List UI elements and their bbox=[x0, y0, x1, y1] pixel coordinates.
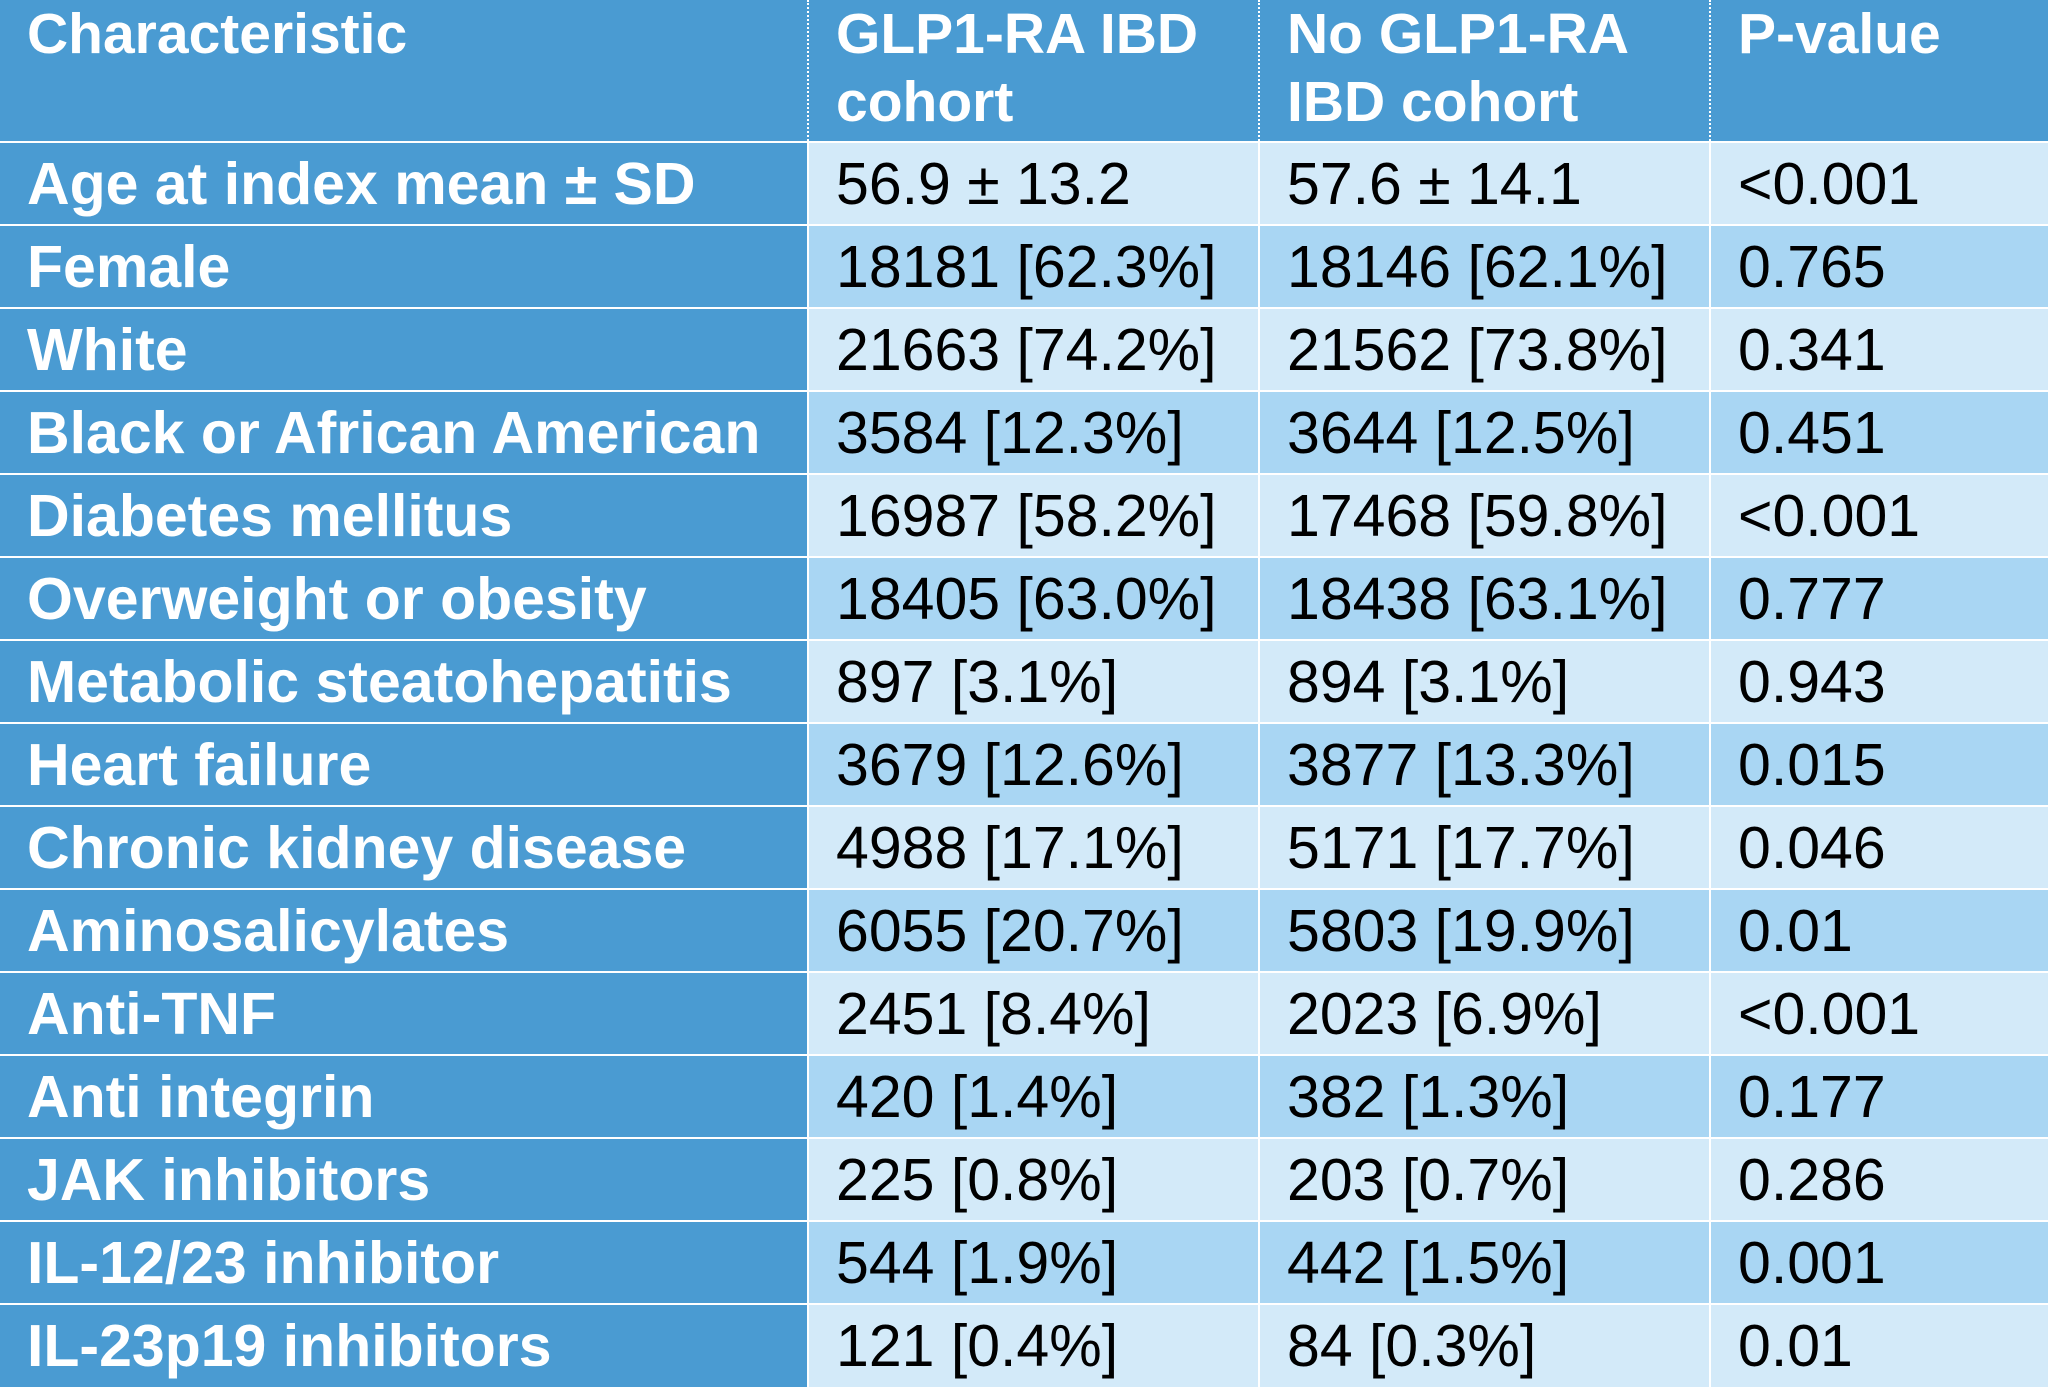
no-glp1-ra-value-cell: 3877 [13.3%] bbox=[1258, 722, 1710, 806]
glp1-ra-value-cell: 56.9 ± 13.2 bbox=[807, 141, 1259, 225]
no-glp1-ra-value-cell: 5171 [17.7%] bbox=[1258, 805, 1710, 889]
glp1-ra-value-cell: 420 [1.4%] bbox=[807, 1054, 1259, 1138]
characteristic-cell: Anti-TNF bbox=[0, 971, 808, 1055]
no-glp1-ra-value-cell: 18438 [63.1%] bbox=[1258, 556, 1710, 640]
p-value-cell: 0.015 bbox=[1709, 722, 2048, 806]
characteristic-cell: Anti integrin bbox=[0, 1054, 808, 1138]
p-value-cell: 0.286 bbox=[1709, 1137, 2048, 1221]
characteristic-cell: Black or African American bbox=[0, 390, 808, 474]
glp1-ra-value-cell: 21663 [74.2%] bbox=[807, 307, 1259, 391]
no-glp1-ra-value-cell: 5803 [19.9%] bbox=[1258, 888, 1710, 972]
p-value-cell: <0.001 bbox=[1709, 971, 2048, 1055]
characteristic-cell: IL-12/23 inhibitor bbox=[0, 1220, 808, 1304]
p-value-cell: 0.046 bbox=[1709, 805, 2048, 889]
characteristic-cell: Age at index mean ± SD bbox=[0, 141, 808, 225]
p-value-cell: 0.01 bbox=[1709, 888, 2048, 972]
characteristic-cell: Aminosalicylates bbox=[0, 888, 808, 972]
glp1-ra-value-cell: 6055 [20.7%] bbox=[807, 888, 1259, 972]
table-row: IL-12/23 inhibitor 544 [1.9%] 442 [1.5%] 0.… bbox=[0, 1220, 2048, 1304]
header-characteristic: Characteristic bbox=[0, 0, 808, 143]
table-row: Diabetes mellitus 16987 [58.2%] 17468 [59.… bbox=[0, 473, 2048, 557]
p-value-cell: <0.001 bbox=[1709, 141, 2048, 225]
glp1-ra-value-cell: 16987 [58.2%] bbox=[807, 473, 1259, 557]
no-glp1-ra-value-cell: 21562 [73.8%] bbox=[1258, 307, 1710, 391]
header-glp1-ra-cohort: GLP1-RA IBD cohort bbox=[807, 0, 1259, 143]
p-value-cell: 0.01 bbox=[1709, 1303, 2048, 1387]
table-row: Chronic kidney disease 4988 [17.1%] 5171 [… bbox=[0, 805, 2048, 889]
characteristic-cell: JAK inhibitors bbox=[0, 1137, 808, 1221]
characteristic-cell: Overweight or obesity bbox=[0, 556, 808, 640]
p-value-cell: 0.341 bbox=[1709, 307, 2048, 391]
table-row: Anti integrin 420 [1.4%] 382 [1.3%] 0.177 bbox=[0, 1054, 2048, 1138]
glp1-ra-value-cell: 225 [0.8%] bbox=[807, 1137, 1259, 1221]
characteristic-cell: White bbox=[0, 307, 808, 391]
header-p-value: P-value bbox=[1709, 0, 2048, 143]
glp1-ra-value-cell: 2451 [8.4%] bbox=[807, 971, 1259, 1055]
no-glp1-ra-value-cell: 382 [1.3%] bbox=[1258, 1054, 1710, 1138]
no-glp1-ra-value-cell: 57.6 ± 14.1 bbox=[1258, 141, 1710, 225]
glp1-ra-value-cell: 18405 [63.0%] bbox=[807, 556, 1259, 640]
characteristic-cell: IL-23p19 inhibitors bbox=[0, 1303, 808, 1387]
no-glp1-ra-value-cell: 18146 [62.1%] bbox=[1258, 224, 1710, 308]
table-row: Black or African American 3584 [12.3%] 364… bbox=[0, 390, 2048, 474]
table-row: JAK inhibitors 225 [0.8%] 203 [0.7%] 0.286 bbox=[0, 1137, 2048, 1221]
no-glp1-ra-value-cell: 3644 [12.5%] bbox=[1258, 390, 1710, 474]
glp1-ra-value-cell: 18181 [62.3%] bbox=[807, 224, 1259, 308]
p-value-cell: 0.777 bbox=[1709, 556, 2048, 640]
table-row: Heart failure 3679 [12.6%] 3877 [13.3%] 0.0… bbox=[0, 722, 2048, 806]
table-row: Metabolic steatohepatitis 897 [3.1%] 894 [… bbox=[0, 639, 2048, 723]
p-value-cell: 0.943 bbox=[1709, 639, 2048, 723]
table-row: Female 18181 [62.3%] 18146 [62.1%] 0.765 bbox=[0, 224, 2048, 308]
glp1-ra-value-cell: 3679 [12.6%] bbox=[807, 722, 1259, 806]
glp1-ra-value-cell: 4988 [17.1%] bbox=[807, 805, 1259, 889]
glp1-ra-value-cell: 3584 [12.3%] bbox=[807, 390, 1259, 474]
p-value-cell: 0.001 bbox=[1709, 1220, 2048, 1304]
table-row: Age at index mean ± SD 56.9 ± 13.2 57.6 ± … bbox=[0, 141, 2048, 225]
p-value-cell: 0.177 bbox=[1709, 1054, 2048, 1138]
characteristic-cell: Chronic kidney disease bbox=[0, 805, 808, 889]
table-row: Aminosalicylates 6055 [20.7%] 5803 [19.9%]… bbox=[0, 888, 2048, 972]
p-value-cell: <0.001 bbox=[1709, 473, 2048, 557]
table-row: Anti-TNF 2451 [8.4%] 2023 [6.9%] <0.001 bbox=[0, 971, 2048, 1055]
characteristic-cell: Metabolic steatohepatitis bbox=[0, 639, 808, 723]
characteristic-cell: Heart failure bbox=[0, 722, 808, 806]
table-row: IL-23p19 inhibitors 121 [0.4%] 84 [0.3%] 0.… bbox=[0, 1303, 2048, 1387]
glp1-ra-value-cell: 544 [1.9%] bbox=[807, 1220, 1259, 1304]
no-glp1-ra-value-cell: 442 [1.5%] bbox=[1258, 1220, 1710, 1304]
table-row: White 21663 [74.2%] 21562 [73.8%] 0.341 bbox=[0, 307, 2048, 391]
no-glp1-ra-value-cell: 84 [0.3%] bbox=[1258, 1303, 1710, 1387]
p-value-cell: 0.765 bbox=[1709, 224, 2048, 308]
characteristic-cell: Female bbox=[0, 224, 808, 308]
characteristic-cell: Diabetes mellitus bbox=[0, 473, 808, 557]
p-value-cell: 0.451 bbox=[1709, 390, 2048, 474]
glp1-ra-value-cell: 121 [0.4%] bbox=[807, 1303, 1259, 1387]
table-row: Overweight or obesity 18405 [63.0%] 18438 … bbox=[0, 556, 2048, 640]
no-glp1-ra-value-cell: 203 [0.7%] bbox=[1258, 1137, 1710, 1221]
table-body: Age at index mean ± SD 56.9 ± 13.2 57.6 ± … bbox=[0, 141, 2048, 1387]
no-glp1-ra-value-cell: 17468 [59.8%] bbox=[1258, 473, 1710, 557]
glp1-ra-value-cell: 897 [3.1%] bbox=[807, 639, 1259, 723]
no-glp1-ra-value-cell: 894 [3.1%] bbox=[1258, 639, 1710, 723]
header-no-glp1-ra-cohort: No GLP1-RA IBD cohort bbox=[1258, 0, 1710, 143]
header-row: Characteristic GLP1-RA IBD cohort No GLP… bbox=[0, 0, 2048, 143]
no-glp1-ra-value-cell: 2023 [6.9%] bbox=[1258, 971, 1710, 1055]
